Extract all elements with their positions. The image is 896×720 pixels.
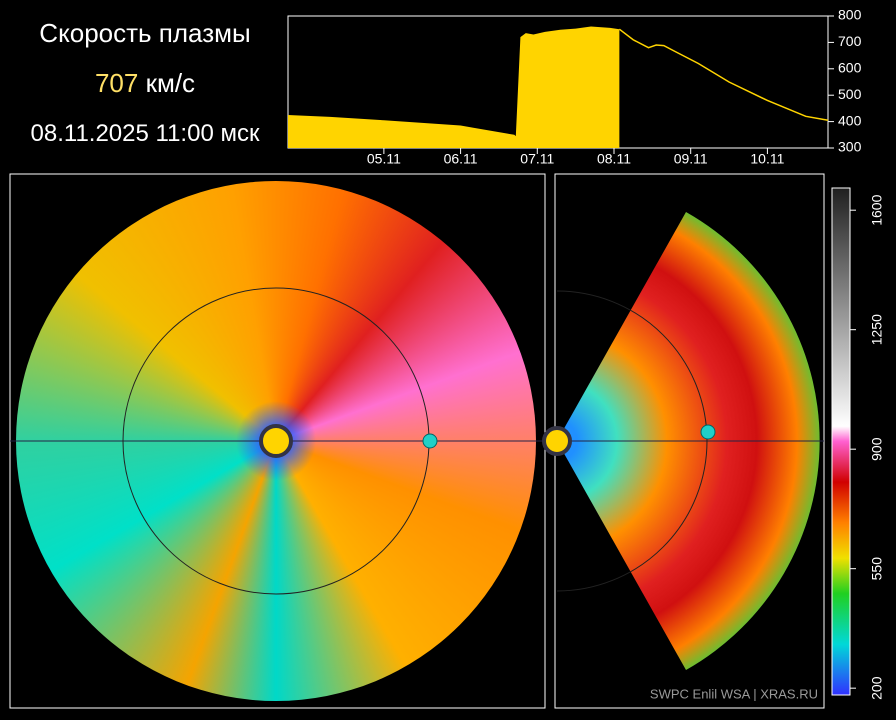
sun (259, 424, 293, 458)
title: Скорость плазмы (39, 18, 251, 48)
earth (422, 433, 438, 449)
credit: SWPC Enlil WSA | XRAS.RU (650, 686, 818, 701)
unit: км/с (145, 68, 196, 98)
colorbar-tick-label: 1600 (869, 194, 885, 225)
y-tick-label: 700 (838, 33, 862, 49)
x-tick-label: 10.11 (750, 151, 784, 167)
x-tick-label: 07.11 (520, 151, 554, 167)
colorbar-tick-label: 550 (869, 557, 885, 581)
y-tick-label: 400 (838, 112, 862, 128)
datetime: 08.11.2025 11:00 мск (30, 120, 260, 147)
colorbar (831, 187, 851, 696)
colorbar-tick-label: 1250 (869, 314, 885, 345)
x-tick-label: 05.11 (367, 151, 401, 167)
x-tick-label: 06.11 (444, 151, 478, 167)
area (288, 26, 620, 149)
y-tick-label: 600 (838, 60, 862, 76)
speed: 707 (94, 68, 139, 98)
earth-right (700, 424, 716, 440)
colorbar-tick-label: 900 (869, 437, 885, 461)
sun-right (542, 426, 572, 456)
orbit-right (556, 290, 708, 592)
x-tick-label: 09.11 (674, 151, 708, 167)
speed-line: 707 км/с (0, 68, 290, 99)
line (618, 28, 829, 122)
y-tick-label: 300 (838, 139, 862, 155)
y-tick-label: 500 (838, 86, 862, 102)
x-tick-label: 08.11 (597, 151, 631, 167)
colorbar-tick-label: 200 (869, 676, 885, 700)
y-tick-label: 800 (838, 7, 862, 23)
